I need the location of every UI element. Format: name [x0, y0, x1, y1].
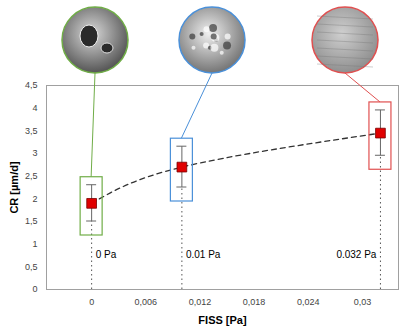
svg-text:0,5: 0,5 [25, 262, 38, 272]
svg-text:FISS [Pa]: FISS [Pa] [198, 314, 247, 326]
svg-text:1: 1 [32, 239, 37, 249]
svg-text:0.032 Pa: 0.032 Pa [336, 249, 376, 260]
svg-text:0: 0 [89, 297, 94, 307]
svg-text:4: 4 [32, 103, 37, 113]
svg-text:3,5: 3,5 [25, 126, 38, 136]
svg-text:0 Pa: 0 Pa [96, 249, 117, 260]
svg-text:2,5: 2,5 [25, 171, 38, 181]
svg-text:0.01 Pa: 0.01 Pa [186, 249, 221, 260]
svg-text:0,006: 0,006 [135, 297, 158, 307]
svg-text:0,03: 0,03 [354, 297, 372, 307]
svg-text:0,018: 0,018 [243, 297, 266, 307]
svg-text:1,5: 1,5 [25, 216, 38, 226]
svg-text:0: 0 [32, 284, 37, 294]
svg-text:4,5: 4,5 [25, 80, 38, 90]
svg-text:CR [µm/d]: CR [µm/d] [8, 161, 20, 214]
svg-text:3: 3 [32, 148, 37, 158]
svg-text:0,024: 0,024 [297, 297, 320, 307]
svg-text:0,012: 0,012 [189, 297, 212, 307]
svg-text:2: 2 [32, 194, 37, 204]
